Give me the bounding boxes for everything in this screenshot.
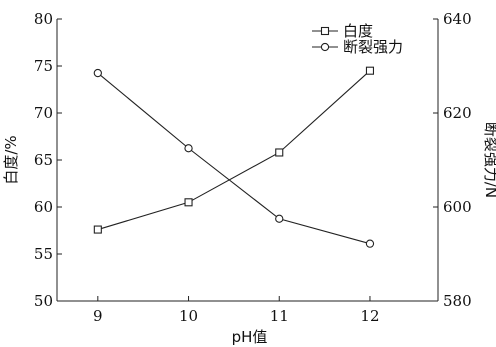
- x-tick-label: 10: [179, 307, 198, 325]
- series-line-1: [97, 70, 371, 231]
- legend-square-marker: [320, 26, 330, 36]
- legend-label-1: 白度: [343, 22, 373, 40]
- circle-marker: [184, 144, 193, 153]
- ticks-layer: 50 55 60 65 70 75 80 580 600 620 640 9 10 11 12: [34, 10, 472, 325]
- x-tick-label: 12: [360, 307, 379, 325]
- circle-marker: [365, 239, 375, 248]
- x-axis-title: pH值: [232, 328, 268, 346]
- square-marker: [184, 198, 193, 207]
- left-y-tick-label: 65: [34, 151, 53, 169]
- right-y-axis-title: 断裂强力/N: [482, 122, 496, 198]
- right-y-tick-label: 600: [443, 198, 472, 216]
- square-marker: [365, 66, 375, 75]
- left-y-axis-title: 白度/%: [2, 135, 20, 184]
- square-marker: [275, 148, 284, 157]
- x-tick-label: 11: [270, 307, 289, 325]
- right-y-tick-label: 580: [443, 292, 472, 310]
- right-y-tick-label: 640: [443, 10, 472, 28]
- circle-marker: [93, 68, 102, 78]
- plot-frame: [56, 19, 439, 302]
- left-y-tick-label: 80: [34, 10, 53, 28]
- left-y-tick-label: 50: [34, 292, 53, 310]
- left-y-tick-label: 55: [34, 245, 53, 263]
- left-y-tick-label: 70: [34, 104, 53, 122]
- series-line-2: [97, 72, 371, 245]
- left-y-tick-label: 75: [34, 57, 53, 75]
- left-y-tick-label: 60: [34, 198, 53, 216]
- x-tick-label: 9: [93, 307, 103, 325]
- right-y-tick-label: 620: [443, 104, 472, 122]
- square-marker: [93, 225, 102, 234]
- series-layer: [93, 66, 375, 248]
- legend-label-2: 断裂强力: [343, 38, 403, 56]
- circle-marker: [275, 214, 284, 223]
- legend-circle-marker: [320, 42, 330, 52]
